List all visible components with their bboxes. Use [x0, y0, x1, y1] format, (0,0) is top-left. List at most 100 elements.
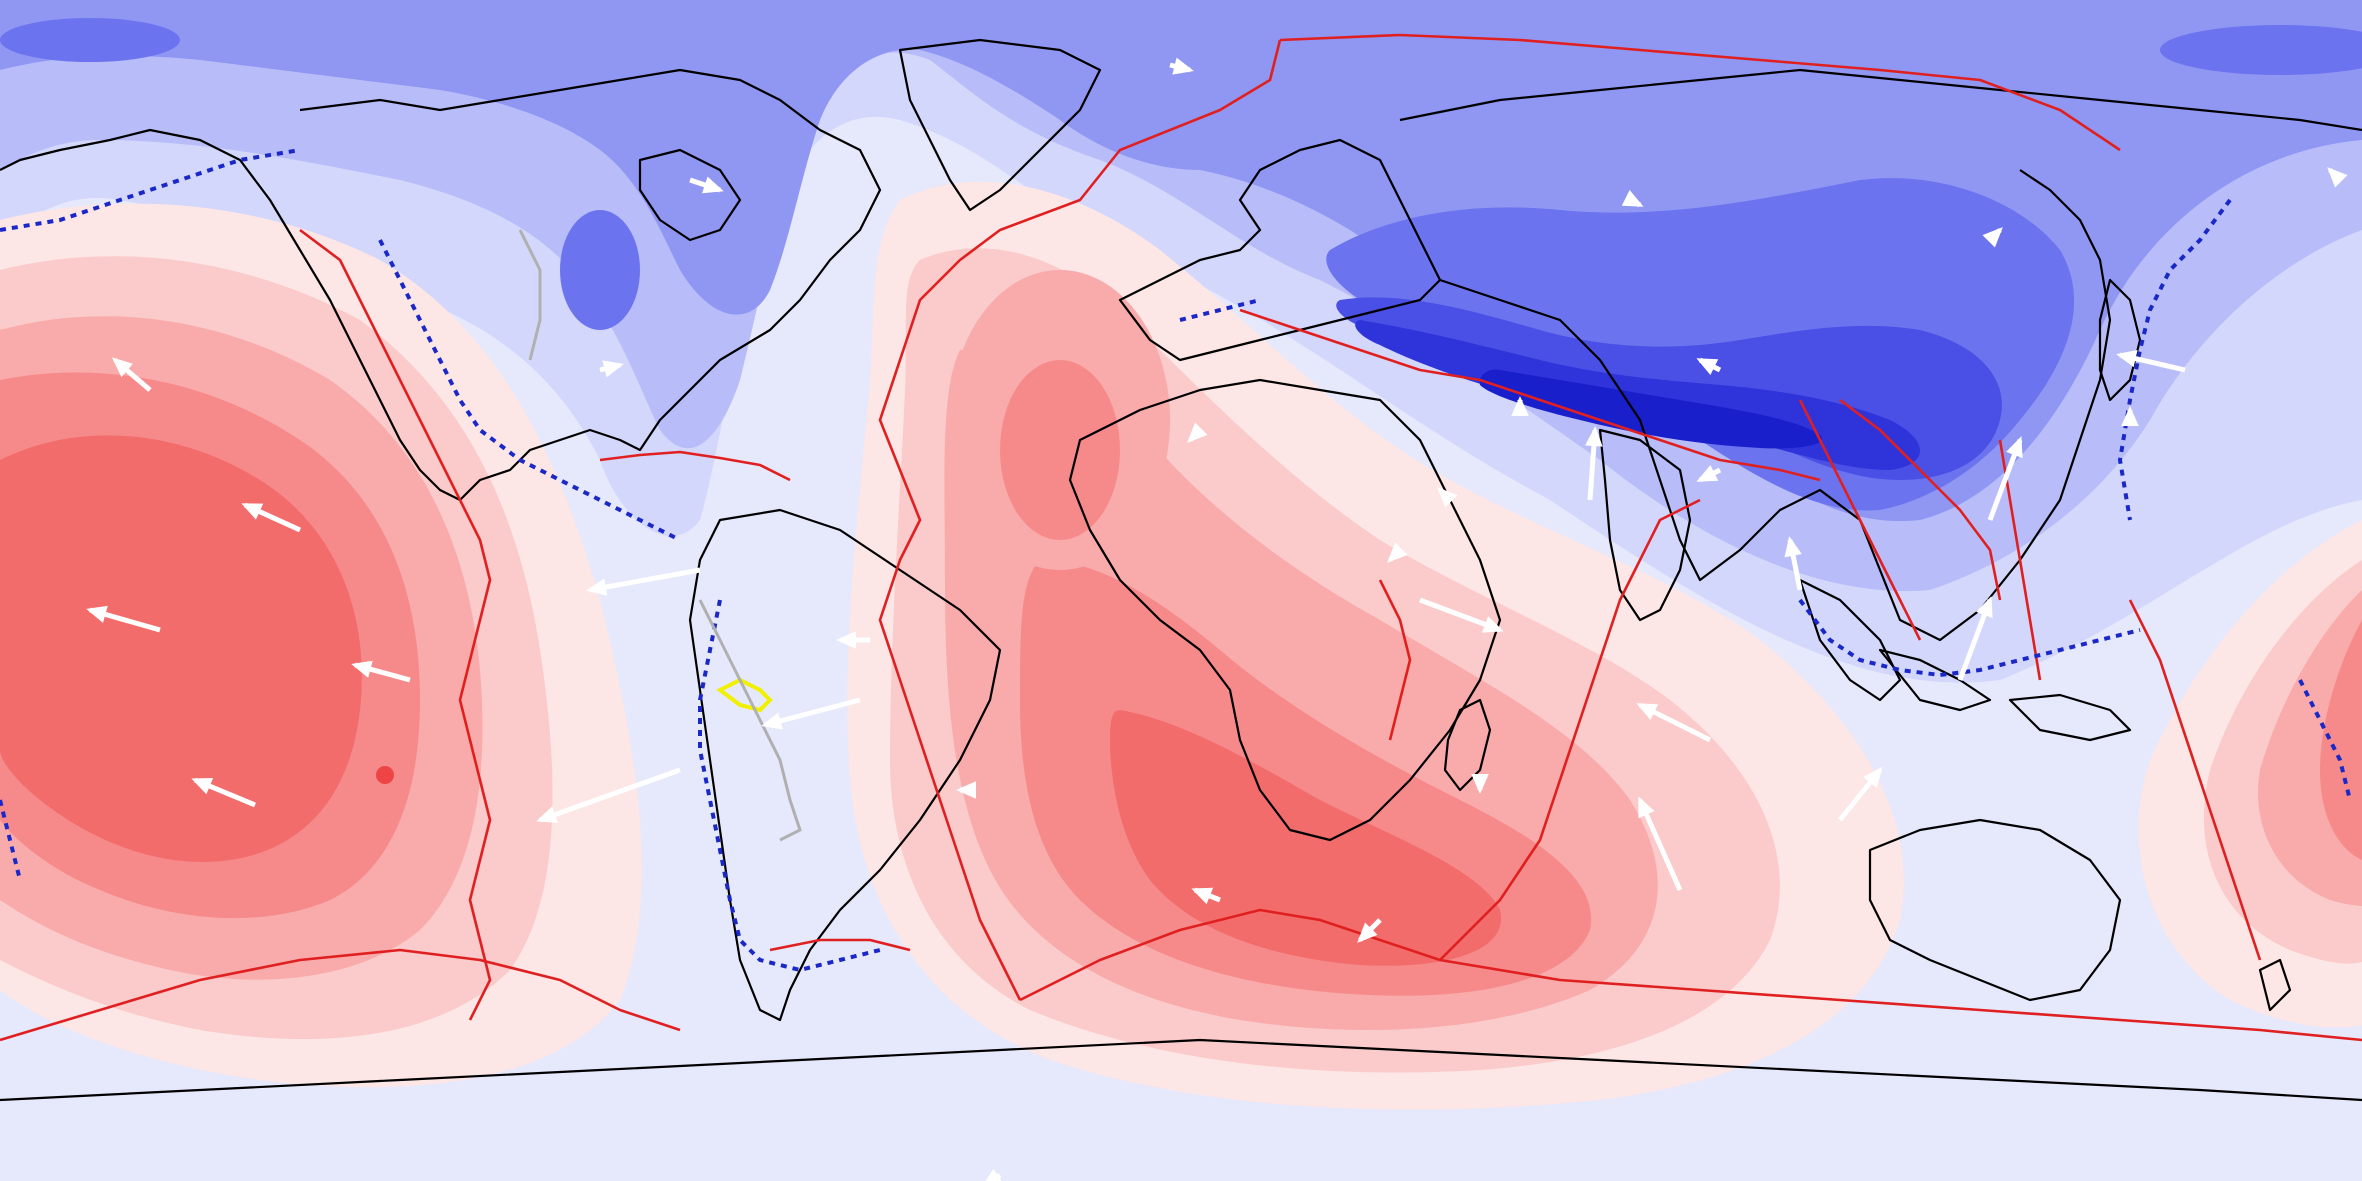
velocity-arrow-head [1863, 766, 1883, 788]
coast-japan [2098, 278, 2142, 402]
velocity-arrow [1696, 357, 1722, 376]
coast-north-america [0, 68, 882, 502]
coast-new-zealand [2258, 958, 2292, 1012]
velocity-arrow-head [586, 578, 608, 596]
velocity-arrow-head [191, 778, 214, 795]
plate-boundary-caribbean [599, 450, 791, 482]
velocity-arrow [2327, 167, 2348, 188]
red-contours [0, 181, 2362, 1110]
velocity-arrow [1637, 796, 1683, 892]
velocity-arrow [1784, 536, 1803, 591]
velocity-arrow-head [1638, 796, 1655, 819]
plate-boundary-east-africa [1378, 579, 1412, 741]
coast-africa [1068, 378, 1502, 842]
velocity-arrow [2121, 406, 2139, 426]
red-contour-east-edge-4 [2320, 620, 2362, 860]
velocity-arrow [1511, 396, 1529, 416]
gray-highlight-trace [698, 599, 802, 842]
velocity-arrow [1187, 422, 1208, 443]
velocity-arrow-head [1191, 887, 1214, 905]
velocity-arrow-head [86, 605, 108, 623]
velocity-arrow [761, 697, 861, 730]
hotspot-marker [376, 766, 394, 784]
plate-boundary-southwest-indian [1019, 908, 1441, 1002]
subduction-west-pacific-left [0, 799, 22, 881]
coast-australia [1868, 818, 2122, 1002]
velocity-arrow-head [956, 781, 976, 799]
red-contour-nw-africa-inner [1000, 360, 1120, 540]
velocity-arrow [1471, 774, 1489, 794]
velocity-arrow [985, 1168, 1002, 1181]
subduction-japan [2117, 198, 2232, 521]
velocity-arrow [836, 631, 870, 649]
velocity-arrow [1357, 918, 1382, 943]
velocity-arrow-head [761, 712, 783, 730]
velocity-arrow [351, 660, 411, 683]
velocity-arrows [86, 57, 2348, 1181]
plate-boundary-east-pacific [299, 228, 492, 1021]
velocity-arrow [86, 605, 161, 633]
blue-contours [0, 0, 2362, 683]
velocity-arrow-head [1357, 922, 1378, 943]
gray-highlight-trace-2 [518, 229, 542, 361]
velocity-arrow-head [836, 631, 856, 649]
velocity-arrow [1982, 227, 2003, 248]
velocity-arrow [1621, 189, 1644, 208]
blue-spot-canada [560, 210, 640, 330]
coastlines [0, 38, 2362, 1102]
velocity-arrow-head [241, 503, 264, 520]
plate-boundary-southeast-indian [1439, 958, 2362, 1042]
coast-europe [1118, 138, 1442, 362]
plate-boundary-pacific-antarctic [0, 948, 681, 1042]
subduction-aleutian [0, 148, 301, 232]
velocity-arrow [1169, 57, 1194, 75]
plate-boundary-arctic [1279, 33, 2121, 152]
coast-india [1598, 428, 1692, 622]
velocity-arrow [689, 176, 724, 194]
velocity-arrow-head [1471, 774, 1489, 794]
velocity-arrow-shaft [539, 767, 681, 823]
plate-boundary-scotia [769, 938, 911, 952]
velocity-arrow-head [1976, 596, 1993, 619]
blue-spot-pacific-ne [2160, 25, 2362, 75]
velocity-arrow [956, 781, 976, 799]
blue-contour-7 [1479, 369, 1822, 449]
velocity-arrow-head [536, 806, 559, 823]
plate-boundary-himalaya [1239, 308, 1821, 482]
velocity-arrow-head [351, 660, 373, 678]
velocity-arrow-head [2116, 350, 2138, 368]
velocity-arrow-head [1387, 542, 1408, 563]
velocity-arrow-head [2121, 406, 2139, 426]
coast-greenland [898, 38, 1102, 212]
velocity-arrow-head [1187, 422, 1208, 443]
velocity-arrow [1838, 766, 1883, 822]
velocity-arrow [191, 777, 256, 808]
velocity-arrow-head [1511, 396, 1529, 416]
velocity-arrow-head [2327, 167, 2348, 188]
velocity-arrow [1957, 596, 1993, 681]
velocity-arrow [1419, 597, 1504, 633]
plate-boundary-west-pacific [2128, 599, 2262, 961]
subduction-mediterranean [1179, 298, 1261, 322]
plate-boundary-central-indian [1439, 498, 1701, 961]
velocity-arrow-head [1481, 616, 1504, 633]
velocity-arrow [536, 767, 681, 823]
coast-indonesia [1878, 648, 1992, 712]
subduction-zones [0, 148, 2352, 973]
coast-new-guinea [2008, 693, 2132, 742]
coast-antarctica [0, 1038, 2362, 1102]
coast-asia [1399, 68, 2362, 642]
plate-boundaries [0, 33, 2362, 1042]
velocity-arrow-head [702, 176, 724, 194]
subduction-tonga [2298, 679, 2352, 801]
velocity-arrow-head [1585, 426, 1603, 447]
velocity-arrow-head [1696, 358, 1719, 376]
velocity-arrow-shaft [764, 697, 861, 728]
coast-madagascar [1443, 698, 1492, 792]
velocity-arrow [586, 567, 701, 596]
coast-south-america [688, 508, 1002, 1022]
velocity-arrow-head [985, 1168, 1002, 1181]
velocity-arrow-head [1982, 227, 2003, 248]
